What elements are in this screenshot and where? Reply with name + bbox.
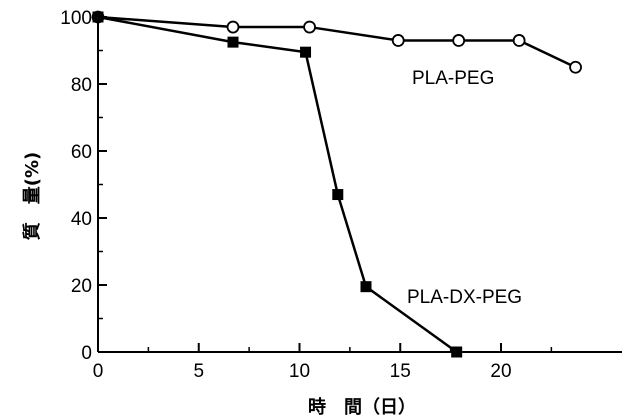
x-tick-label: 10 bbox=[289, 361, 310, 382]
data-point-pla-peg bbox=[512, 34, 526, 47]
y-tick-label: 60 bbox=[71, 142, 92, 163]
y-tick-label: 80 bbox=[71, 75, 92, 96]
data-point-pla-dx-peg bbox=[92, 11, 104, 23]
series-label-pla-peg: PLA-PEG bbox=[412, 68, 494, 89]
data-point-pla-peg bbox=[452, 34, 466, 47]
series-layer bbox=[91, 10, 582, 358]
series-line-pla-peg bbox=[97, 15, 577, 69]
series-line-pla-dx-peg bbox=[97, 15, 458, 354]
x-tick-label: 15 bbox=[390, 361, 411, 382]
x-tick-label: 5 bbox=[193, 361, 204, 382]
data-point-pla-peg bbox=[226, 20, 240, 34]
data-point-pla-dx-peg bbox=[451, 346, 463, 358]
data-point-pla-peg bbox=[569, 60, 582, 74]
y-tick-label: 40 bbox=[71, 209, 92, 230]
plot-area: 0 5 10 15 20 0 20 40 60 80 100 PLA-PEG PLA-DX-PEG… bbox=[21, 8, 622, 418]
x-tick-label: 20 bbox=[490, 361, 511, 382]
y-axis-title: 質 量(%) bbox=[21, 152, 43, 241]
data-point-pla-dx-peg bbox=[332, 189, 344, 201]
data-point-pla-dx-peg bbox=[227, 36, 239, 48]
x-ticks: 0 5 10 15 20 bbox=[93, 343, 553, 382]
data-point-pla-dx-peg bbox=[360, 281, 372, 293]
x-axis-title: 時 間（日） bbox=[308, 397, 416, 418]
series-label-pla-dx-peg: PLA-DX-PEG bbox=[407, 287, 522, 308]
y-ticks: 0 20 40 60 80 100 bbox=[60, 8, 107, 364]
data-point-pla-peg bbox=[303, 20, 316, 34]
data-point-pla-dx-peg bbox=[300, 46, 312, 58]
data-point-pla-peg bbox=[391, 34, 405, 47]
y-tick-label: 20 bbox=[71, 276, 92, 297]
x-tick-label: 0 bbox=[93, 361, 104, 382]
y-tick-label: 100 bbox=[60, 8, 92, 29]
y-tick-label: 0 bbox=[81, 343, 92, 364]
